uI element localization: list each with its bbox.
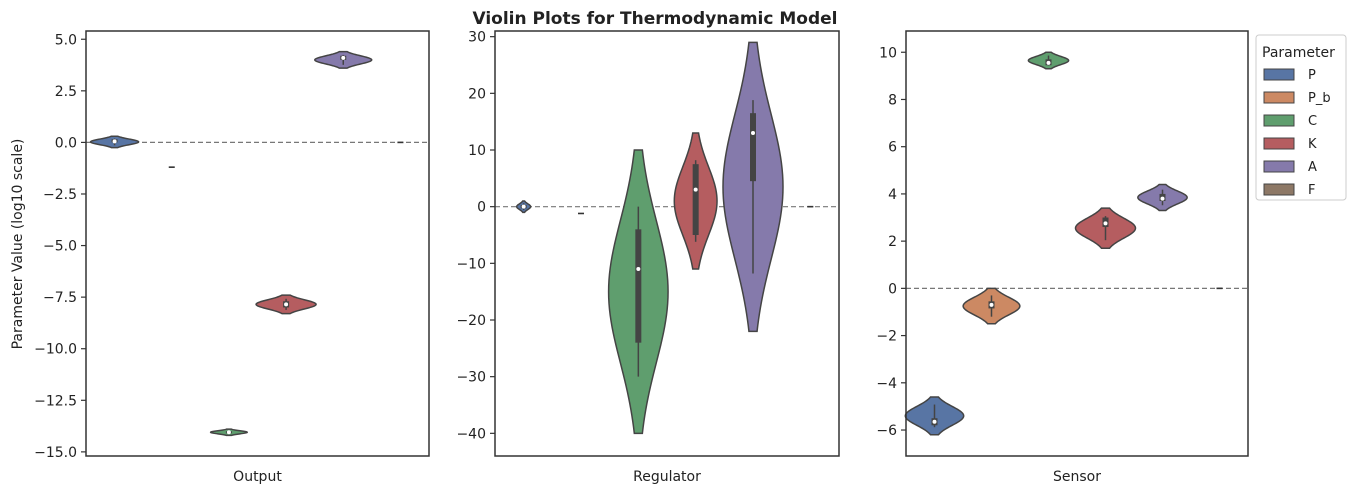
y-tick-label: 2 [888,234,897,250]
x-axis-label: Regulator [633,469,701,485]
x-axis-label: Output [233,469,282,485]
median-P_b [989,302,994,307]
y-tick-label: 10 [468,143,486,159]
legend-swatch-F [1263,183,1295,196]
legend-swatch-C [1263,114,1295,127]
y-tick-label: −20 [456,313,486,329]
y-tick-label: 0.0 [55,135,77,151]
y-tick-label: −15.0 [34,445,77,461]
legend-label-P_b: P_b [1308,91,1331,106]
y-tick-label: −40 [456,426,486,442]
y-tick-label: −2 [876,329,897,345]
y-tick-label: 30 [468,30,486,46]
median-C [636,267,641,271]
y-tick-label: 8 [888,92,897,108]
panel-sensor: 10 8 6 4 2 0 −2 −4 −6 Sensor [876,30,1249,485]
chart-title: Violin Plots for Thermodynamic Model [472,9,837,29]
median-A [341,55,346,60]
median-A [1160,196,1165,201]
y-tick-label: −30 [456,370,486,386]
axes-frame [905,30,1249,457]
y-tick-label: −12.5 [34,393,77,409]
legend-label-K: K [1308,137,1317,152]
y-tick-label: −5.0 [43,239,77,255]
y-axis-label: Parameter Value (log10 scale) [10,139,26,350]
panel-output: 5.0 2.5 0.0 −2.5 −5.0 −7.5 −10.0 −12.5 −15.0 Outp… [34,30,430,485]
y-tick-label: −2.5 [43,187,77,203]
legend-swatch-P [1263,68,1295,81]
legend-label-P: P [1308,68,1316,83]
y-tick-label: −7.5 [43,290,77,306]
y-tick-label: 0 [477,200,486,216]
y-tick-label: −4 [876,376,897,392]
legend-swatch-P_b [1263,91,1295,104]
legend-swatch-A [1263,160,1295,173]
legend-label-F: F [1308,183,1315,198]
y-tick-label: 4 [888,187,897,203]
median-P [521,204,526,209]
legend-swatch-K [1263,137,1295,150]
y-tick-label: 2.5 [55,84,77,100]
median-K [1103,221,1108,226]
box-K [692,164,699,235]
y-tick-label: 0 [888,281,897,297]
box-C [635,229,642,343]
y-tick-label: 20 [468,86,486,102]
median-C [1046,60,1051,65]
y-tick-label: −6 [876,423,897,439]
median-C [226,430,231,435]
median-K [284,302,289,307]
median-K [693,187,698,192]
y-tick-label: −10.0 [34,342,77,358]
median-A [751,131,755,135]
panel-regulator: 30 20 10 0 −10 −20 −30 −40 Regulator [456,30,840,485]
box-A [750,113,756,182]
axes-frame [494,30,840,457]
legend-title: Parameter [1262,45,1335,61]
legend-label-C: C [1308,114,1317,129]
legend-label-A: A [1308,160,1317,175]
y-tick-label: 6 [888,140,897,156]
x-axis-label: Sensor [1053,469,1101,485]
median-P [112,139,117,144]
axes-frame [85,30,430,457]
y-tick-label: 5.0 [55,32,77,48]
y-tick-label: −10 [456,256,486,272]
y-tick-label: 10 [879,45,897,61]
median-P [932,419,937,424]
